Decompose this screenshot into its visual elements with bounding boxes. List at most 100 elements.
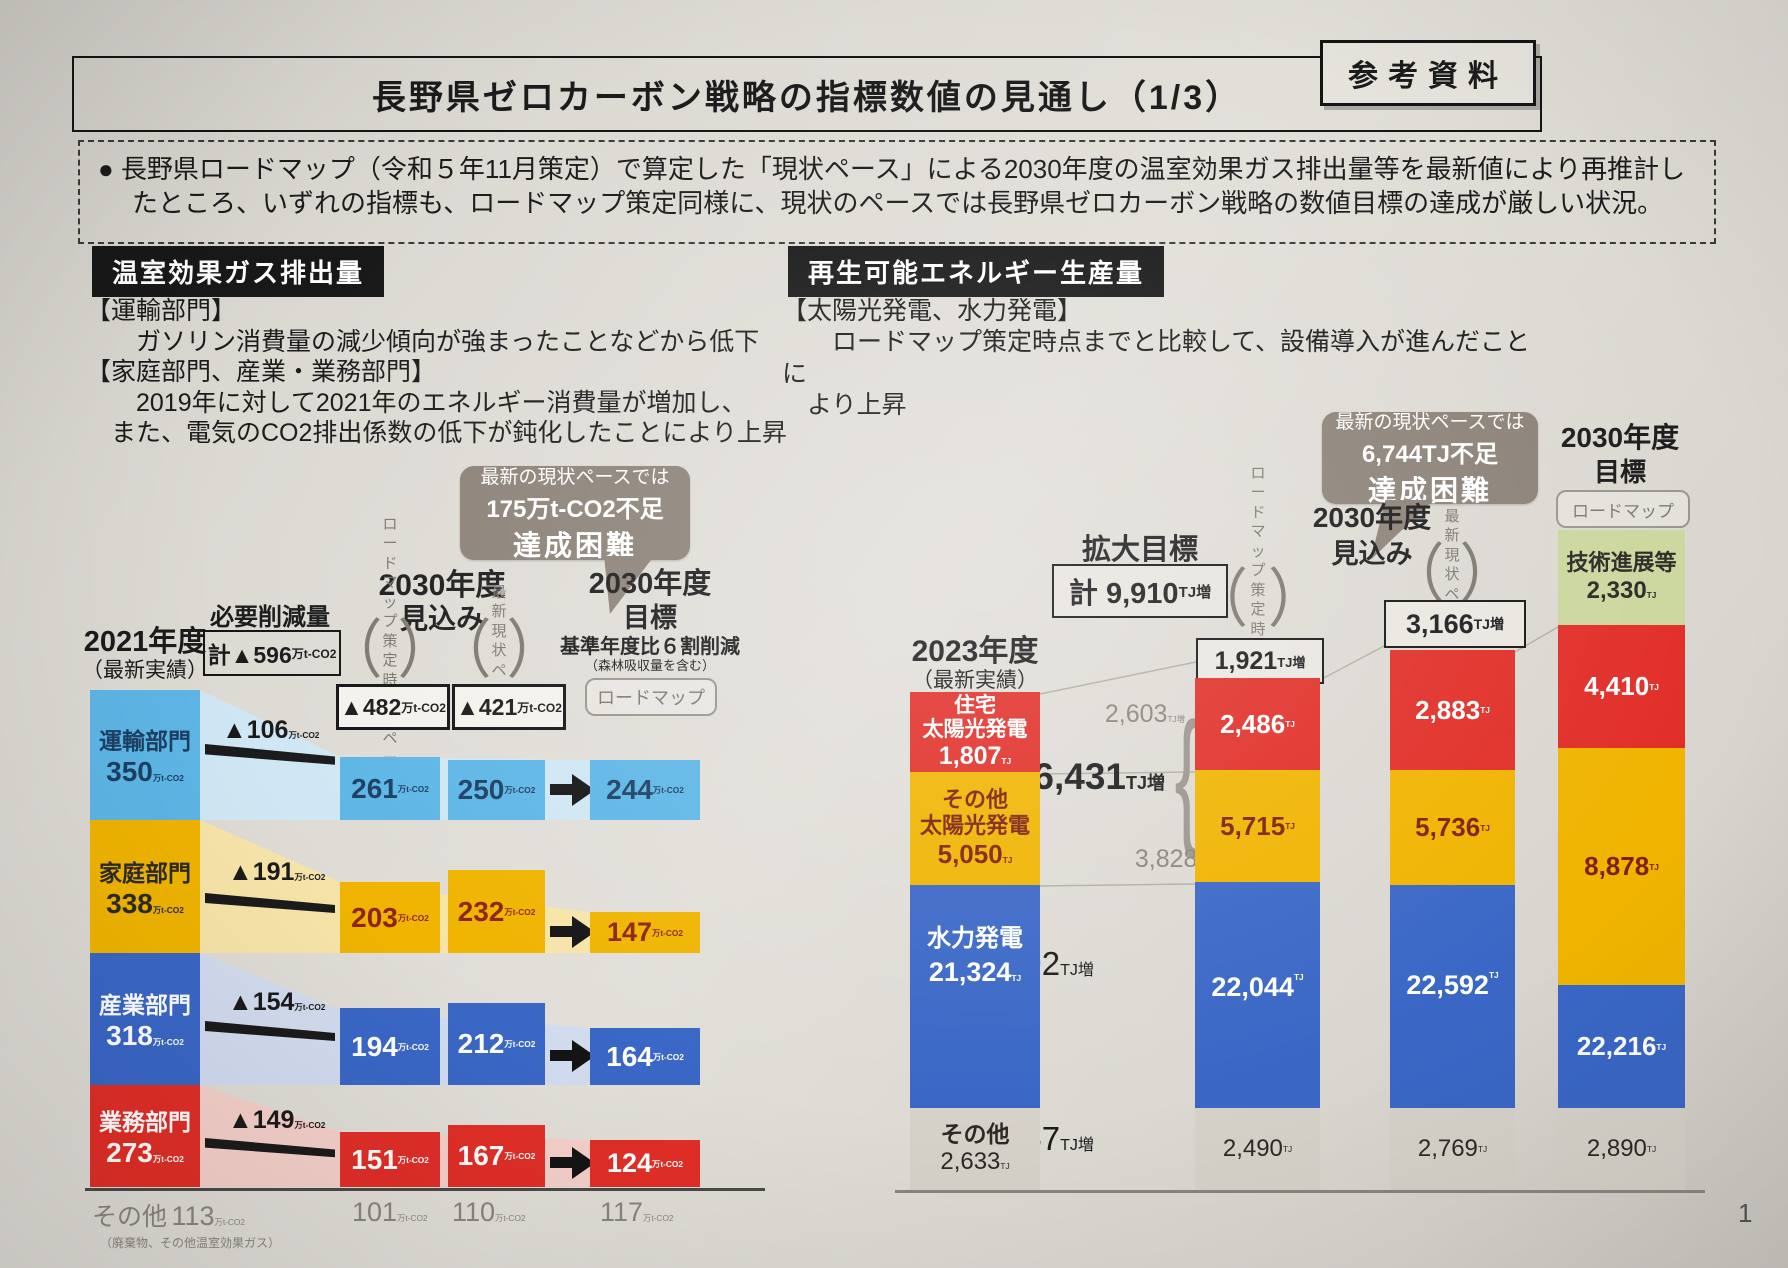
unit: TJ: [1646, 590, 1657, 601]
ghg-notes: 【運輸部門】 ガソリン消費量の減少傾向が強まったことなどから低下 【家庭部門、産…: [86, 297, 787, 447]
unit: TJ: [1293, 972, 1304, 982]
ghg-target-subtitle: 目標: [623, 603, 677, 633]
bracket-paren-right: ）: [1459, 538, 1518, 611]
ghg-bracket-latest-pace: （ 最新 現状ペース ）: [433, 584, 564, 718]
ghg-reduction-industry: ▲154万t-CO2: [228, 988, 325, 1017]
ghg-callout-line3: 達成困難: [512, 530, 637, 561]
ghg-target-title: 2030年度: [588, 568, 712, 600]
reference-badge: 参考資料: [1320, 40, 1536, 106]
value: 167: [457, 1140, 505, 1171]
value: 124: [606, 1148, 653, 1178]
renewable-gap-residential: 2,603TJ増: [1040, 700, 1185, 729]
renewable-mikomi-subtitle: 見込み: [1331, 539, 1413, 569]
renewable-box-3166-unit: TJ増: [1473, 616, 1504, 632]
ghg-callout-line1: 最新の現状ペースでは: [480, 467, 670, 488]
renewable-gap-solar-total: 6,431TJ増: [1020, 756, 1165, 798]
value: 8,878: [1584, 851, 1650, 881]
ghg-arrow-household: [550, 926, 574, 937]
renewable-bar-residential-solar-target: 4,410 TJ: [1558, 625, 1685, 748]
unit: TJ増: [1167, 714, 1185, 724]
ghg-callout-line2: 175万t-CO2不足: [486, 496, 664, 523]
value: 5,736: [1415, 812, 1481, 842]
title-box: 長野県ゼロカーボン戦略の指標数値の見通し（1/3）: [72, 56, 1542, 132]
bracket-paren-right: ）: [506, 614, 565, 687]
section-header-ghg: 温室効果ガス排出量: [92, 246, 385, 297]
value: 101: [352, 1197, 398, 1227]
renewable-mikomi-title: 2030年度: [1312, 502, 1432, 533]
ghg-box-421: ▲421 万t-CO2: [452, 684, 566, 730]
value: 164: [606, 1040, 653, 1072]
label: その他: [940, 1120, 1010, 1147]
value: 203: [351, 901, 398, 933]
ghg-bar-transport-label: 運輸部門: [99, 728, 191, 754]
ghg-bar-commercial-target: 124 万t-CO2: [590, 1140, 700, 1187]
ghg-reduction-household-value: ▲191: [228, 858, 295, 886]
ghg-arrow-transport: [550, 784, 574, 795]
renewable-col-2023-subtitle: （最新実績）: [912, 669, 1038, 692]
ghg-bar-commercial-label: 業務部門: [99, 1109, 191, 1135]
ghg-box-482-unit: 万t-CO2: [401, 700, 446, 715]
ghg-reduction-industry-value: ▲154: [228, 988, 295, 1016]
unit: TJ: [1649, 861, 1659, 872]
ghg-reduction-total-box: 計▲596 万t-CO2: [203, 630, 341, 676]
ghg-reduction-household: ▲191万t-CO2: [228, 858, 325, 887]
ghg-reduction-transport-unit: 万t-CO2: [288, 730, 320, 740]
ghg-bar-industry-value: 318: [106, 1020, 153, 1051]
renewable-bar-other-roadmap: 2,490 TJ: [1195, 1108, 1320, 1190]
ghg-bar-transport-unit: 万t-CO2: [152, 773, 184, 783]
value: 21,324: [928, 956, 1012, 987]
value: 6,431: [1033, 756, 1126, 797]
renewable-box-3166: 3,166 TJ増: [1384, 600, 1526, 648]
unit: TJ: [1000, 1161, 1010, 1172]
value: 2,490: [1222, 1135, 1283, 1162]
ghg-target-note: 基準年度比６割削減: [560, 636, 740, 658]
ghg-mikomi-title: 2030年度: [378, 569, 506, 602]
value: 2,603: [1104, 700, 1168, 728]
ghg-bar-household-label: 家庭部門: [99, 859, 191, 886]
value: 2,883: [1415, 694, 1481, 725]
value: 2,486: [1220, 708, 1286, 739]
unit: 万t-CO2: [504, 785, 536, 795]
unit: TJ増: [1125, 773, 1165, 793]
ghg-reduction-transport: ▲106万t-CO2: [222, 716, 319, 745]
renewable-bar-other-solar-target: 8,878 TJ: [1558, 748, 1685, 985]
ghg-bar-transport-latest: 250 万t-CO2: [448, 760, 545, 820]
value: 5,715: [1220, 810, 1286, 841]
value: 261: [351, 772, 398, 804]
value: 1,807: [938, 741, 1002, 770]
renewable-box-1921-value: 1,921: [1214, 646, 1278, 675]
unit: 万t-CO2: [643, 1213, 674, 1223]
ghg-bar-commercial-latest: 167 万t-CO2: [448, 1125, 545, 1187]
value: 22,044: [1211, 972, 1294, 1002]
value: 110: [452, 1197, 496, 1227]
renewable-target-roadmap-tag: ロードマップ: [1556, 490, 1690, 528]
bracket-paren-left: （: [433, 614, 492, 687]
renewable-bar-hydro-target: 22,216 TJ: [1558, 985, 1685, 1108]
bracket-paren-left: （: [1190, 563, 1249, 636]
renewable-box-1921: 1,921 TJ増: [1196, 638, 1324, 684]
page-title: 長野県ゼロカーボン戦略の指標数値の見通し（1/3）: [371, 78, 1243, 117]
ghg-bar-transport-roadmap: 261 万t-CO2: [340, 757, 440, 820]
ghg-bar-commercial-2021: 業務部門 273万t-CO2: [90, 1085, 200, 1187]
label: 水力発電: [927, 925, 1023, 953]
renewable-callout-bubble: 最新の現状ペースでは 6,744TJ不足 達成困難: [1322, 412, 1538, 506]
ghg-callout-bubble: 最新の現状ペースでは 175万t-CO2不足 達成困難: [460, 466, 690, 561]
renewable-box-1921-unit: TJ増: [1277, 654, 1306, 670]
renewable-target-subtitle: 目標: [1593, 457, 1646, 487]
section-header-renewable: 再生可能エネルギー生産量: [788, 246, 1165, 297]
renewable-bar-hydro-roadmap: 22,044 TJ: [1195, 882, 1320, 1108]
ghg-bar-commercial-roadmap: 151 万t-CO2: [340, 1132, 440, 1187]
renewable-bar-residential-solar-2023: 住宅 太陽光発電 1,807TJ: [910, 692, 1040, 772]
intro-box: ● 長野県ロードマップ（令和５年11月策定）で算定した「現状ペース」による203…: [78, 140, 1716, 244]
label: 住宅: [954, 694, 996, 718]
renewable-goal-label: 拡大目標: [1081, 534, 1198, 566]
ghg-bar-transport-value: 350: [106, 756, 153, 787]
ghg-other-latest: 110万t-CO2: [452, 1197, 526, 1228]
value: 22,592: [1406, 970, 1489, 1000]
unit: TJ: [1480, 822, 1490, 833]
value: 4,410: [1584, 671, 1650, 701]
ghg-bar-transport-2021: 運輸部門 350万t-CO2: [90, 690, 200, 820]
ghg-bar-industry-unit: 万t-CO2: [152, 1037, 184, 1047]
ghg-box-421-value: ▲421: [456, 693, 518, 720]
